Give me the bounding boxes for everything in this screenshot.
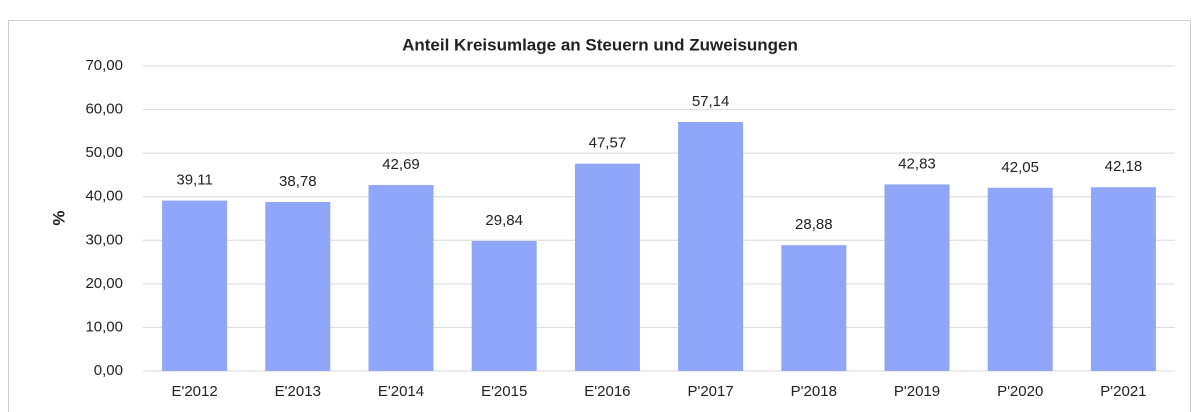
x-tick-label: E'2013 bbox=[275, 383, 321, 400]
y-axis-label: % bbox=[49, 210, 68, 225]
data-label: 42,69 bbox=[382, 156, 420, 173]
y-tick-label: 70,00 bbox=[85, 57, 123, 74]
bar bbox=[574, 163, 640, 371]
data-label: 29,84 bbox=[485, 212, 523, 229]
bar bbox=[162, 200, 228, 371]
y-tick-label: 30,00 bbox=[85, 231, 123, 248]
x-tick-label: E'2016 bbox=[584, 383, 630, 400]
data-label: 39,11 bbox=[176, 172, 212, 189]
bar bbox=[471, 240, 537, 371]
bar bbox=[1090, 187, 1156, 371]
bar bbox=[678, 122, 744, 371]
bar bbox=[884, 184, 950, 371]
data-label: 42,18 bbox=[1105, 158, 1143, 175]
x-tick-label: E'2015 bbox=[481, 383, 527, 400]
data-label: 38,78 bbox=[279, 173, 317, 190]
y-tick-label: 20,00 bbox=[85, 275, 123, 292]
y-tick-label: 10,00 bbox=[85, 318, 123, 335]
bar bbox=[368, 184, 434, 371]
y-tick-label: 40,00 bbox=[85, 188, 123, 205]
data-label: 42,05 bbox=[1001, 159, 1039, 176]
data-label: 42,83 bbox=[898, 155, 936, 172]
data-label: 47,57 bbox=[589, 135, 627, 152]
bar bbox=[781, 245, 847, 371]
y-tick-label: 0,00 bbox=[94, 362, 123, 379]
bar bbox=[265, 202, 331, 371]
bar bbox=[987, 187, 1053, 371]
chart-title: Anteil Kreisumlage an Steuern und Zuweis… bbox=[402, 35, 798, 54]
y-tick-label: 50,00 bbox=[85, 144, 123, 161]
data-label: 57,14 bbox=[692, 93, 730, 110]
x-tick-label: E'2012 bbox=[171, 383, 217, 400]
x-tick-label: E'2014 bbox=[378, 383, 424, 400]
x-tick-label: P'2018 bbox=[791, 383, 837, 400]
x-tick-label: P'2019 bbox=[894, 383, 940, 400]
x-tick-label: P'2021 bbox=[1100, 383, 1146, 400]
data-label: 28,88 bbox=[795, 216, 833, 233]
y-tick-label: 60,00 bbox=[85, 101, 123, 118]
x-tick-label: P'2020 bbox=[997, 383, 1043, 400]
x-tick-label: P'2017 bbox=[687, 383, 733, 400]
